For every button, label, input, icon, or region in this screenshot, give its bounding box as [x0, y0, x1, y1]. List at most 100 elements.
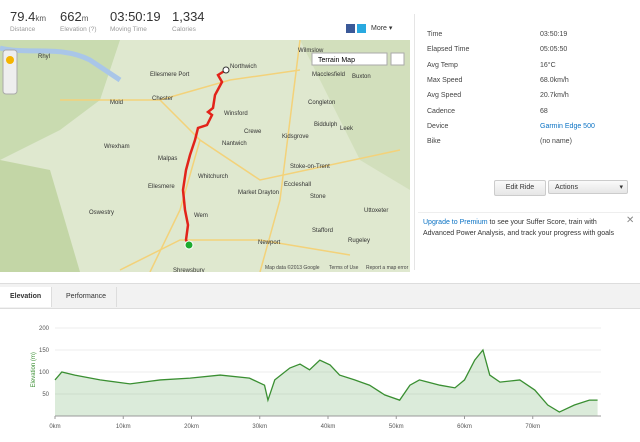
more-label: More — [371, 25, 387, 32]
place-label: Northwich — [230, 64, 257, 70]
x-tick-label: 60km — [457, 424, 472, 430]
detail-label: Cadence — [427, 107, 456, 115]
place-label: Wem — [194, 213, 208, 219]
stat: 662m Elevation (?) — [60, 8, 97, 33]
detail-label: Avg Speed — [427, 92, 462, 100]
detail-value: 68 — [540, 107, 548, 115]
place-label: Ellesmere Port — [150, 72, 190, 78]
y-tick-label: 100 — [39, 370, 50, 376]
detail-label: Device — [427, 122, 449, 130]
place-label: Newport — [258, 240, 281, 246]
actions-label: Actions — [555, 184, 578, 191]
x-tick-label: 0km — [49, 424, 60, 430]
pegman[interactable] — [6, 56, 14, 64]
report-link[interactable]: Report a map error — [366, 265, 409, 271]
stat: 79.4km Distance — [10, 8, 46, 33]
place-label: Macclesfield — [312, 72, 345, 78]
place-label: Whitchurch — [198, 174, 228, 180]
place-label: Mold — [110, 100, 123, 106]
place-label: Stone — [310, 194, 326, 200]
map-hills — [300, 40, 410, 190]
stat-value: 79.4 — [10, 9, 36, 24]
place-label: Chester — [152, 96, 173, 102]
place-label: Winsford — [224, 111, 248, 117]
twitter-icon[interactable] — [357, 24, 366, 33]
fullscreen-button[interactable] — [390, 52, 405, 66]
close-button[interactable]: ✕ — [626, 215, 635, 226]
stat-value: 1,334 — [172, 9, 205, 24]
upgrade-link[interactable]: Upgrade to Premium — [423, 219, 488, 226]
start-marker — [184, 240, 194, 250]
detail-value: 20.7km/h — [540, 92, 569, 100]
y-tick-label: 200 — [39, 326, 50, 332]
detail-value: Garmin Edge 500 — [540, 122, 595, 130]
route — [181, 68, 227, 246]
more-menu[interactable]: More ▾ — [371, 25, 393, 32]
elevation-area — [55, 350, 598, 416]
place-label: Wilmslow — [298, 48, 324, 54]
x-tick-label: 50km — [389, 424, 404, 430]
stat-unit: m — [81, 14, 89, 23]
place-label: Biddulph — [314, 122, 337, 128]
roads — [60, 40, 401, 272]
stat: 03:50:19 Moving Time — [110, 8, 161, 33]
map-hills — [0, 160, 80, 272]
place-label: Kidsgrove — [282, 134, 309, 140]
x-tick-label: 70km — [525, 424, 540, 430]
stat-label: Distance — [10, 26, 36, 33]
map[interactable]: Northwich Chester Winsford Crewe Nantwich Whi… — [0, 40, 410, 272]
details-panel — [414, 14, 640, 270]
detail-label: Time — [427, 31, 443, 38]
stat-value: 03:50:19 — [110, 9, 161, 24]
detail-value: 68.0km/h — [540, 76, 569, 84]
map-type-button[interactable] — [311, 52, 388, 66]
place-label: Congleton — [308, 100, 335, 106]
stat-value: 662 — [60, 9, 82, 24]
detail-value: 05:05:50 — [540, 46, 568, 54]
stat: 1,334 Calories — [172, 8, 205, 33]
place-label: Wrexham — [104, 144, 130, 150]
place-label: Uttoxeter — [364, 208, 388, 214]
actions-button[interactable]: Actions ▾ — [548, 180, 628, 194]
detail-label: Avg Temp — [427, 61, 458, 69]
upgrade-box: Upgrade to Premium to see your Suffer Sc… — [418, 212, 640, 248]
stat-unit: km — [35, 14, 46, 23]
place-label: Rhyl — [38, 54, 50, 60]
place-label: Market Drayton — [238, 190, 279, 196]
edit-ride-button[interactable]: Edit Ride — [494, 180, 546, 196]
x-tick-label: 30km — [252, 424, 267, 430]
stat-label: Calories — [172, 26, 196, 33]
end-marker — [222, 66, 230, 74]
facebook-icon[interactable] — [346, 24, 355, 33]
y-tick-label: 50 — [42, 392, 49, 398]
place-label: Shrewsbury — [173, 268, 205, 272]
place-label: Stafford — [312, 228, 333, 234]
place-label: Oswestry — [89, 210, 114, 216]
tab-elevation[interactable]: Elevation — [0, 287, 53, 307]
elevation-line — [54, 348, 598, 413]
y-axis-label: Elevation (m) — [31, 352, 37, 387]
place-label: Eccleshall — [284, 182, 311, 188]
place-label: Nantwich — [222, 141, 247, 147]
map-attribution: Map data ©2013 Google — [265, 264, 320, 271]
place-label: Ellesmere — [148, 184, 175, 190]
terms-link[interactable]: Terms of Use — [329, 265, 359, 271]
detail-value: 03:50:19 — [540, 31, 568, 38]
place-label: Leek — [340, 126, 354, 132]
place-label: Buxton — [352, 74, 371, 80]
detail-label: Elapsed Time — [427, 46, 470, 54]
tab-bar — [0, 283, 640, 309]
stat-label: Elevation (?) — [60, 26, 97, 33]
place-label: Rugeley — [348, 238, 370, 244]
detail-value: 16°C — [540, 61, 556, 69]
map-type-label: Terrain Map — [318, 57, 355, 64]
x-tick-label: 10km — [116, 424, 131, 430]
place-label: Crewe — [244, 129, 262, 135]
place-label: Malpas — [158, 156, 177, 162]
detail-label: Max Speed — [427, 76, 463, 84]
tab-performance[interactable]: Performance — [56, 287, 118, 307]
x-tick-label: 40km — [321, 424, 336, 430]
place-label: Stoke-on-Trent — [290, 164, 330, 170]
